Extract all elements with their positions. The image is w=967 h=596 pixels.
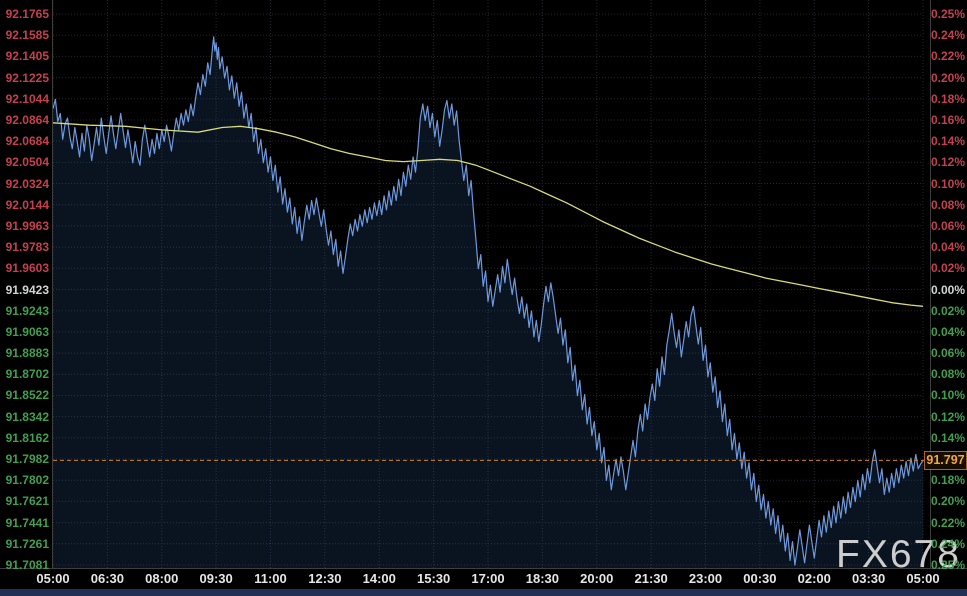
percent-tick-label: 0.12% (931, 409, 966, 424)
time-tick-label: 00:30 (743, 571, 777, 586)
time-tick-label: 18:30 (525, 571, 559, 586)
time-tick-label: 08:00 (145, 571, 179, 586)
percent-tick-label: 0.18% (931, 473, 966, 488)
percent-tick-label: 0.12% (931, 155, 966, 170)
price-tick-label: 92.1044 (5, 91, 49, 106)
price-tick-label: 92.0864 (5, 112, 49, 127)
percent-tick-label: 0.06% (931, 218, 966, 233)
brand-watermark: FX678 (836, 533, 961, 576)
percent-tick-label: 0.25% (931, 558, 966, 572)
price-tick-label: 92.0144 (5, 197, 49, 212)
bottom-edge-strip (0, 589, 967, 596)
price-tick-label: 91.8342 (5, 409, 49, 424)
percent-tick-label: 0.14% (931, 430, 966, 445)
price-tick-label: 92.0324 (5, 176, 49, 191)
percent-tick-label: 0.10% (931, 388, 966, 403)
price-tick-label: 91.7261 (5, 536, 49, 551)
percent-tick-label: 0.22% (931, 515, 966, 530)
price-tick-label: 91.9243 (5, 303, 49, 318)
percent-tick-label: 0.20% (931, 494, 966, 509)
percent-tick-label: 0.04% (931, 240, 966, 255)
percent-tick-label: 0.00% (931, 282, 966, 297)
time-tick-label: 05:00 (906, 571, 940, 586)
percent-tick-label: 0.10% (931, 176, 966, 191)
price-tick-label: 91.9063 (5, 324, 49, 339)
time-tick-label: 11:00 (254, 571, 287, 586)
percent-tick-label: 0.18% (931, 91, 966, 106)
price-tick-label: 92.0504 (5, 155, 49, 170)
percent-tick-label: 0.02% (931, 261, 966, 276)
percent-tick-label: 0.16% (931, 112, 966, 127)
percent-tick-label: 0.22% (931, 49, 966, 64)
price-tick-label: 91.7081 (5, 558, 49, 572)
time-tick-label: 23:00 (688, 571, 723, 586)
price-tick-label: 91.7802 (5, 473, 49, 488)
percent-tick-label: 0.08% (931, 197, 966, 212)
price-tick-label: 91.9963 (5, 218, 49, 233)
time-tick-label: 09:30 (199, 571, 233, 586)
percent-tick-label: 0.06% (931, 346, 966, 361)
current-price-tag: 91.797 (924, 450, 967, 470)
price-tick-label: 91.8162 (5, 430, 49, 445)
time-tick-label: 17:00 (471, 571, 505, 586)
price-tick-label: 91.7982 (5, 452, 49, 467)
price-line (52, 36, 924, 566)
price-area-fill (53, 36, 923, 568)
price-tick-label: 91.8883 (5, 346, 49, 361)
percent-tick-label: 0.02% (931, 303, 966, 318)
percent-tick-label: 0.20% (931, 70, 966, 85)
price-tick-label: 92.0684 (5, 134, 49, 149)
price-tick-label: 91.9783 (5, 240, 49, 255)
price-tick-label: 92.1585 (5, 28, 49, 43)
current-price-value: 91.797 (926, 452, 965, 467)
price-tick-label: 91.9423 (5, 282, 49, 297)
time-tick-label: 05:00 (36, 571, 70, 586)
price-tick-label: 92.1225 (5, 70, 49, 85)
time-tick-label: 21:30 (634, 571, 668, 586)
percent-tick-label: 0.25% (931, 7, 966, 21)
price-tick-label: 92.1405 (5, 49, 49, 64)
time-tick-label: 20:00 (580, 571, 614, 586)
percent-tick-label: 0.24% (931, 536, 966, 551)
time-tick-label: 14:00 (362, 571, 396, 586)
price-tick-label: 91.8702 (5, 367, 49, 382)
price-tick-label: 92.1765 (5, 7, 49, 21)
time-tick-label: 12:30 (308, 571, 342, 586)
percent-tick-label: 0.04% (931, 324, 966, 339)
time-tick-label: 15:30 (417, 571, 451, 586)
price-tick-label: 91.9603 (5, 261, 49, 276)
percent-tick-label: 0.08% (931, 367, 966, 382)
price-tick-label: 91.7441 (5, 515, 49, 530)
time-tick-label: 02:00 (797, 571, 831, 586)
time-tick-label: 03:30 (852, 571, 886, 586)
percent-tick-label: 0.24% (931, 28, 966, 43)
price-tick-label: 91.7621 (5, 494, 49, 509)
moving-average-line (52, 122, 924, 307)
time-tick-label: 06:30 (90, 571, 124, 586)
price-tick-label: 91.8522 (5, 388, 49, 403)
percent-tick-label: 0.14% (931, 134, 966, 149)
